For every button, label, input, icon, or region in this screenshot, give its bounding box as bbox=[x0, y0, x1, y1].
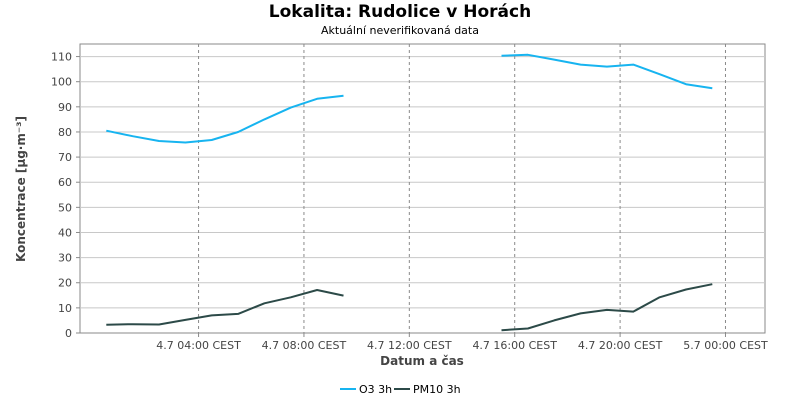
x-axis-label: Datum a čas bbox=[380, 354, 464, 368]
y-axis-ticks: 0 10 20 30 40 50 60 70 80 90 100 110 bbox=[51, 51, 80, 340]
y-axis-label: Koncentrace [µg·m⁻³] bbox=[14, 116, 28, 262]
y-tick-label: 90 bbox=[58, 101, 72, 114]
y-tick-label: 10 bbox=[58, 302, 72, 315]
y-tick-label: 80 bbox=[58, 126, 72, 139]
chart-title: Lokalita: Rudolice v Horách bbox=[268, 2, 532, 22]
x-tick-label: 4.7 20:00 CEST bbox=[578, 339, 663, 352]
x-tick-label: 4.7 12:00 CEST bbox=[367, 339, 452, 352]
y-tick-label: 20 bbox=[58, 277, 72, 290]
x-tick-label: 5.7 00:00 CEST bbox=[683, 339, 768, 352]
gridlines bbox=[80, 44, 765, 333]
series-line-o3-3h bbox=[106, 53, 713, 144]
y-tick-label: 40 bbox=[58, 226, 72, 239]
legend-label-pm10-3h: PM10 3h bbox=[413, 383, 461, 396]
y-tick-label: 110 bbox=[51, 51, 72, 64]
y-tick-label: 70 bbox=[58, 151, 72, 164]
y-tick-label: 0 bbox=[65, 327, 72, 340]
x-tick-label: 4.7 04:00 CEST bbox=[156, 339, 241, 352]
legend-label-o3-3h: O3 3h bbox=[359, 383, 392, 396]
series-line-pm10-3h bbox=[106, 283, 713, 332]
series-lines bbox=[106, 53, 713, 332]
legend: O3 3h PM10 3h bbox=[340, 383, 461, 396]
y-tick-label: 60 bbox=[58, 176, 72, 189]
x-tick-label: 4.7 08:00 CEST bbox=[262, 339, 347, 352]
y-tick-label: 30 bbox=[58, 252, 72, 265]
plot-area bbox=[79, 43, 766, 334]
y-tick-label: 50 bbox=[58, 201, 72, 214]
chart-subtitle: Aktuální neverifikovaná data bbox=[321, 24, 479, 37]
x-axis-ticks: 4.7 04:00 CEST 4.7 08:00 CEST 4.7 12:00 CE… bbox=[156, 333, 768, 352]
x-tick-label: 4.7 16:00 CEST bbox=[472, 339, 557, 352]
y-tick-label: 100 bbox=[51, 76, 72, 89]
